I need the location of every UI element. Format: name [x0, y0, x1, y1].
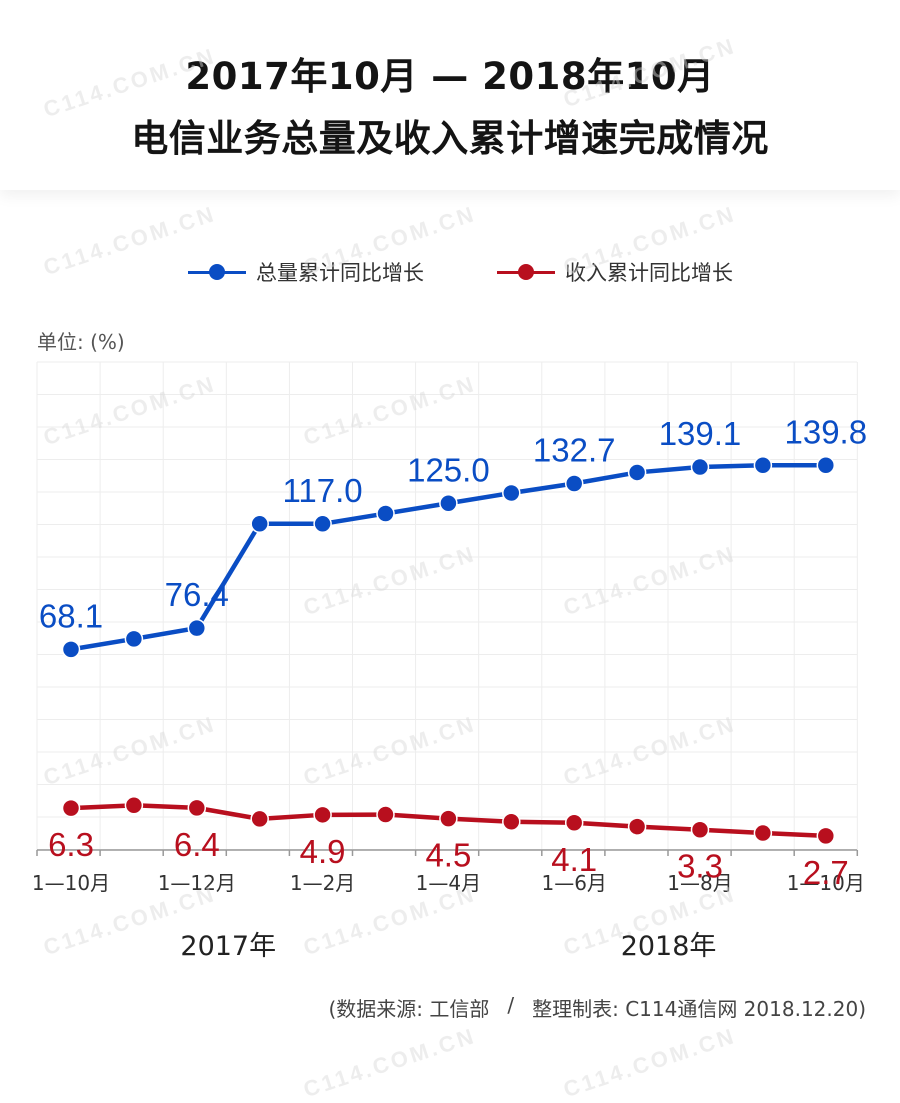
x-tick-label: 1—10月: [787, 871, 865, 895]
total-growth-label: 132.7: [533, 431, 616, 468]
chart-title-line-1: 2017年10月 — 2018年10月: [185, 55, 715, 98]
revenue-growth-point: [376, 805, 395, 824]
total-growth-point: [313, 514, 332, 534]
revenue-growth-label: 2.7: [803, 854, 849, 891]
legend-dot: [209, 264, 225, 280]
x-tick-label: 1—4月: [416, 871, 481, 895]
revenue-growth-point: [564, 813, 584, 833]
revenue-growth-point: [313, 805, 332, 825]
total-growth-label: 139.8: [785, 413, 868, 450]
chart-legend: 总量累计同比增长 收入累计同比增长: [0, 255, 900, 289]
total-growth-point: [187, 618, 207, 638]
total-growth-label: 76.4: [165, 576, 229, 613]
legend-swatch-red: [497, 262, 555, 282]
revenue-growth-point: [61, 798, 81, 818]
total-growth-label: 139.1: [659, 415, 742, 452]
revenue-growth-point: [816, 826, 836, 846]
x-tick-label: 1—6月: [541, 871, 606, 895]
x-tick-label: 1—2月: [290, 871, 355, 895]
revenue-growth-point: [187, 798, 207, 818]
total-growth-point: [627, 463, 647, 482]
total-growth-point: [61, 640, 81, 659]
total-growth-point: [816, 456, 836, 475]
total-growth-point: [502, 483, 521, 503]
revenue-growth-point: [627, 817, 647, 836]
x-tick-label: 1—8月: [667, 871, 732, 895]
source-data-origin: (数据来源: 工信部: [328, 997, 490, 1021]
source-compiled-by: 整理制表: C114通信网 2018.12.20): [532, 997, 866, 1021]
total-growth-point: [250, 514, 269, 534]
title-header: 2017年10月 — 2018年10月 电信业务总量及收入累计增速完成情况: [0, 0, 900, 190]
source-separator: /: [507, 993, 515, 1017]
unit-label: 单位: (%): [37, 330, 125, 354]
total-growth-point: [753, 456, 773, 475]
total-growth-label: 68.1: [39, 597, 103, 634]
revenue-growth-label: 4.5: [425, 837, 471, 874]
legend-item-revenue: 收入累计同比增长: [497, 255, 733, 289]
total-growth-point: [690, 457, 710, 477]
revenue-growth-label: 3.3: [677, 848, 723, 885]
revenue-growth-label: 6.3: [48, 826, 94, 863]
revenue-growth-point: [124, 796, 144, 815]
revenue-growth-point: [250, 809, 269, 829]
revenue-growth-point: [753, 823, 773, 843]
total-growth-label: 125.0: [407, 451, 490, 488]
legend-dot: [518, 264, 534, 280]
legend-label-total: 总量累计同比增长: [256, 261, 424, 285]
revenue-growth-point: [439, 809, 458, 828]
total-growth-point: [439, 494, 458, 513]
revenue-growth-label: 4.9: [300, 833, 346, 870]
revenue-growth-point: [502, 812, 521, 831]
total-growth-label: 117.0: [283, 472, 363, 509]
chart-title-line-2: 电信业务总量及收入累计增速完成情况: [131, 117, 769, 160]
legend-item-total: 总量累计同比增长: [188, 255, 424, 289]
year-label: 2017年: [180, 931, 276, 962]
revenue-growth-point: [690, 820, 710, 839]
legend-swatch-blue: [188, 262, 246, 282]
x-tick-label: 1—10月: [32, 871, 110, 895]
revenue-growth-label: 4.1: [551, 841, 597, 878]
total-growth-point: [376, 504, 395, 523]
total-growth-point: [564, 474, 584, 493]
revenue-growth-label: 6.4: [174, 826, 220, 863]
legend-label-revenue: 收入累计同比增长: [565, 261, 733, 285]
source-note: (数据来源: 工信部 / 整理制表: C114通信网 2018.12.20): [328, 993, 866, 1022]
total-growth-point: [124, 629, 144, 649]
year-label: 2018年: [621, 931, 717, 962]
x-tick-label: 1—12月: [158, 871, 236, 895]
